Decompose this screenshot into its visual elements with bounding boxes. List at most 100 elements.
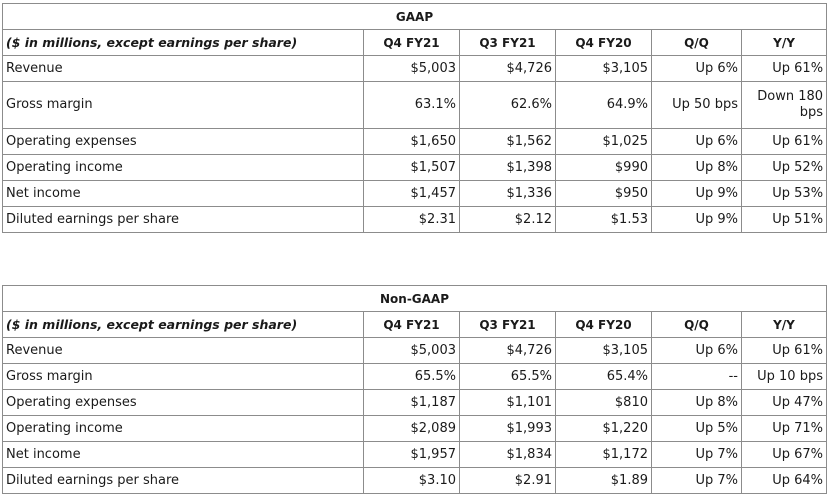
value-cell: Up 64%: [741, 467, 827, 494]
column-header: Y/Y: [741, 311, 827, 338]
column-header-row: ($ in millions, except earnings per shar…: [2, 311, 827, 338]
non-gaap-table: Non-GAAP ($ in millions, except earnings…: [2, 285, 827, 494]
value-cell: Up 6%: [651, 55, 742, 82]
value-cell: $1,993: [459, 415, 556, 442]
table-row: Gross margin 65.5% 65.5% 65.4% -- Up 10 …: [2, 363, 827, 390]
value-cell: $3.10: [363, 467, 460, 494]
value-cell: $1,562: [459, 128, 556, 155]
value-cell: $1,220: [555, 415, 652, 442]
value-cell: Up 6%: [651, 337, 742, 364]
metric-label: Operating income: [2, 154, 364, 181]
table-row: Revenue $5,003 $4,726 $3,105 Up 6% Up 61…: [2, 337, 827, 364]
units-description: ($ in millions, except earnings per shar…: [2, 29, 364, 56]
table-row: Operating expenses $1,187 $1,101 $810 Up…: [2, 389, 827, 416]
value-cell: $950: [555, 180, 652, 207]
value-cell: Down 180 bps: [740, 81, 828, 129]
value-cell: Up 67%: [741, 441, 827, 468]
value-cell: $1,957: [363, 441, 460, 468]
value-cell: Up 7%: [651, 467, 742, 494]
value-cell: Up 8%: [651, 389, 742, 416]
value-cell: $990: [555, 154, 652, 181]
value-cell: $1,650: [363, 128, 460, 155]
column-header: Q3 FY21: [459, 311, 556, 338]
value-cell: Up 52%: [740, 154, 828, 181]
metric-label: Operating expenses: [2, 389, 364, 416]
metric-label: Gross margin: [2, 81, 364, 129]
value-cell: Up 71%: [741, 415, 827, 442]
table-row: Operating expenses $1,650 $1,562 $1,025 …: [2, 128, 828, 155]
value-cell: $1,187: [363, 389, 460, 416]
table-row: Net income $1,957 $1,834 $1,172 Up 7% Up…: [2, 441, 827, 468]
value-cell: $1,398: [459, 154, 556, 181]
column-header: Q/Q: [651, 311, 742, 338]
value-cell: Up 7%: [651, 441, 742, 468]
column-header: Q4 FY20: [555, 311, 652, 338]
table-row: Revenue $5,003 $4,726 $3,105 Up 6% Up 61…: [2, 55, 828, 82]
value-cell: Up 10 bps: [741, 363, 827, 390]
value-cell: $4,726: [459, 337, 556, 364]
value-cell: $2.91: [459, 467, 556, 494]
value-cell: $2,089: [363, 415, 460, 442]
table-row: Diluted earnings per share $2.31 $2.12 $…: [2, 206, 828, 233]
value-cell: 64.9%: [555, 81, 652, 129]
value-cell: $4,726: [459, 55, 556, 82]
gaap-title: GAAP: [1, 3, 828, 30]
column-header: Q/Q: [651, 29, 742, 56]
column-header: Q4 FY20: [555, 29, 652, 56]
column-header: Q4 FY21: [363, 311, 460, 338]
value-cell: $1,834: [459, 441, 556, 468]
value-cell: Up 8%: [651, 154, 742, 181]
value-cell: $2.12: [459, 206, 556, 233]
value-cell: $1.53: [555, 206, 652, 233]
value-cell: Up 51%: [740, 206, 828, 233]
value-cell: Up 9%: [651, 206, 742, 233]
value-cell: Up 47%: [741, 389, 827, 416]
column-header: Q3 FY21: [459, 29, 556, 56]
metric-label: Diluted earnings per share: [2, 206, 364, 233]
non-gaap-title: Non-GAAP: [2, 285, 827, 312]
metric-label: Operating income: [2, 415, 364, 442]
value-cell: Up 9%: [651, 180, 742, 207]
column-header-row: ($ in millions, except earnings per shar…: [2, 29, 828, 56]
gaap-table: GAAP ($ in millions, except earnings per…: [1, 3, 828, 233]
value-cell: 63.1%: [363, 81, 460, 129]
metric-label: Revenue: [2, 337, 364, 364]
table-title-row: GAAP: [1, 3, 828, 30]
value-cell: 65.4%: [555, 363, 652, 390]
metric-label: Net income: [2, 180, 364, 207]
value-cell: $810: [555, 389, 652, 416]
value-cell: Up 5%: [651, 415, 742, 442]
table-row: Gross margin 63.1% 62.6% 64.9% Up 50 bps…: [2, 81, 828, 129]
value-cell: --: [651, 363, 742, 390]
column-header: Q4 FY21: [363, 29, 460, 56]
value-cell: $1,025: [555, 128, 652, 155]
value-cell: $3,105: [555, 55, 652, 82]
units-description: ($ in millions, except earnings per shar…: [2, 311, 364, 338]
value-cell: $1,172: [555, 441, 652, 468]
metric-label: Revenue: [2, 55, 364, 82]
table-row: Net income $1,457 $1,336 $950 Up 9% Up 5…: [2, 180, 828, 207]
table-row: Operating income $2,089 $1,993 $1,220 Up…: [2, 415, 827, 442]
metric-label: Diluted earnings per share: [2, 467, 364, 494]
value-cell: Up 53%: [740, 180, 828, 207]
metric-label: Net income: [2, 441, 364, 468]
value-cell: $1,457: [363, 180, 460, 207]
value-cell: $5,003: [363, 337, 460, 364]
value-cell: Up 61%: [740, 55, 828, 82]
metric-label: Operating expenses: [2, 128, 364, 155]
value-cell: $1,101: [459, 389, 556, 416]
table-row: Operating income $1,507 $1,398 $990 Up 8…: [2, 154, 828, 181]
column-header: Y/Y: [740, 29, 828, 56]
value-cell: Up 61%: [741, 337, 827, 364]
value-cell: $1.89: [555, 467, 652, 494]
value-cell: 62.6%: [459, 81, 556, 129]
value-cell: $1,507: [363, 154, 460, 181]
table-title-row: Non-GAAP: [2, 285, 827, 312]
value-cell: Up 6%: [651, 128, 742, 155]
value-cell: $1,336: [459, 180, 556, 207]
table-row: Diluted earnings per share $3.10 $2.91 $…: [2, 467, 827, 494]
value-cell: 65.5%: [459, 363, 556, 390]
value-cell: Up 61%: [740, 128, 828, 155]
metric-label: Gross margin: [2, 363, 364, 390]
value-cell: $5,003: [363, 55, 460, 82]
